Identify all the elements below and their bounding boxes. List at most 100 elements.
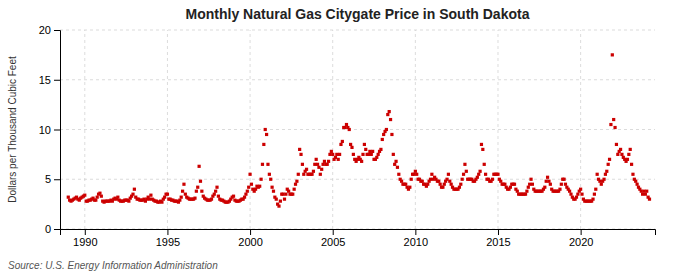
point bbox=[163, 196, 166, 199]
point bbox=[180, 196, 183, 199]
point bbox=[390, 133, 393, 136]
point bbox=[198, 165, 201, 168]
point bbox=[568, 190, 571, 193]
grid bbox=[60, 30, 655, 229]
tick-label: 2010 bbox=[404, 236, 428, 248]
point bbox=[388, 110, 391, 113]
point bbox=[258, 185, 261, 188]
point bbox=[266, 163, 269, 166]
point bbox=[640, 190, 643, 193]
point bbox=[344, 126, 347, 129]
point bbox=[247, 186, 250, 189]
x-axis-tick: 2015 bbox=[486, 229, 510, 248]
point bbox=[611, 53, 614, 56]
point bbox=[352, 153, 355, 156]
x-axis-line bbox=[61, 230, 656, 236]
point bbox=[371, 150, 374, 153]
point bbox=[410, 178, 413, 181]
point bbox=[327, 160, 330, 163]
point bbox=[268, 173, 271, 176]
point bbox=[302, 173, 305, 176]
point bbox=[321, 163, 324, 166]
tick-label: 1990 bbox=[73, 236, 97, 248]
grid-line-x bbox=[250, 30, 251, 229]
tick-mark bbox=[85, 229, 86, 235]
tick-label: 1995 bbox=[156, 236, 180, 248]
grid-line-y bbox=[60, 30, 655, 31]
tick-label: 2000 bbox=[238, 236, 262, 248]
point bbox=[547, 180, 550, 183]
point bbox=[605, 170, 608, 173]
point bbox=[394, 160, 397, 163]
point bbox=[636, 183, 639, 186]
point bbox=[248, 173, 251, 176]
point bbox=[349, 143, 352, 146]
tick-label: 2015 bbox=[486, 236, 510, 248]
point bbox=[602, 178, 605, 181]
tick-label: 2020 bbox=[569, 236, 593, 248]
point bbox=[509, 186, 512, 189]
tick-mark bbox=[54, 130, 60, 131]
point bbox=[148, 198, 151, 201]
y-axis: 05101520 bbox=[39, 24, 61, 235]
point bbox=[546, 176, 549, 179]
point bbox=[516, 190, 519, 193]
point bbox=[330, 150, 333, 153]
point bbox=[608, 158, 611, 161]
point bbox=[426, 183, 429, 186]
point bbox=[543, 186, 546, 189]
point bbox=[441, 186, 444, 189]
point bbox=[631, 173, 634, 176]
point bbox=[569, 193, 572, 196]
point bbox=[616, 153, 619, 156]
point bbox=[421, 180, 424, 183]
point bbox=[443, 183, 446, 186]
point bbox=[319, 173, 322, 176]
point bbox=[499, 180, 502, 183]
chart: 199019952000200520102015202005101520Mont… bbox=[0, 0, 675, 275]
point bbox=[484, 173, 487, 176]
point bbox=[243, 196, 246, 199]
point bbox=[386, 113, 389, 116]
point bbox=[558, 188, 561, 191]
point bbox=[317, 166, 320, 169]
point bbox=[283, 198, 286, 201]
point bbox=[465, 170, 468, 173]
point bbox=[149, 194, 152, 197]
point bbox=[630, 163, 633, 166]
x-axis-tick: 2005 bbox=[321, 229, 345, 248]
point bbox=[392, 153, 395, 156]
point bbox=[549, 183, 552, 186]
point bbox=[463, 163, 466, 166]
grid-line-y bbox=[60, 129, 655, 130]
point bbox=[100, 195, 103, 198]
point bbox=[178, 199, 181, 202]
point bbox=[246, 190, 249, 193]
point bbox=[298, 148, 301, 151]
point bbox=[94, 199, 97, 202]
point bbox=[215, 186, 218, 189]
point bbox=[315, 158, 318, 161]
point bbox=[645, 190, 648, 193]
tick-mark bbox=[167, 229, 168, 235]
point bbox=[593, 193, 596, 196]
point bbox=[448, 180, 451, 183]
point bbox=[284, 193, 287, 196]
point bbox=[133, 188, 136, 191]
point bbox=[503, 183, 506, 186]
tick-mark bbox=[54, 229, 60, 230]
point bbox=[580, 193, 583, 196]
point bbox=[269, 178, 272, 181]
point bbox=[265, 133, 268, 136]
point bbox=[408, 186, 411, 189]
point bbox=[527, 186, 530, 189]
point bbox=[627, 153, 630, 156]
point bbox=[160, 201, 163, 204]
point bbox=[213, 193, 216, 196]
tick-mark bbox=[54, 179, 60, 180]
y-axis-tick: 15 bbox=[39, 74, 60, 86]
grid-line-x bbox=[580, 30, 581, 229]
point bbox=[127, 200, 130, 203]
point bbox=[525, 190, 528, 193]
point bbox=[437, 180, 440, 183]
